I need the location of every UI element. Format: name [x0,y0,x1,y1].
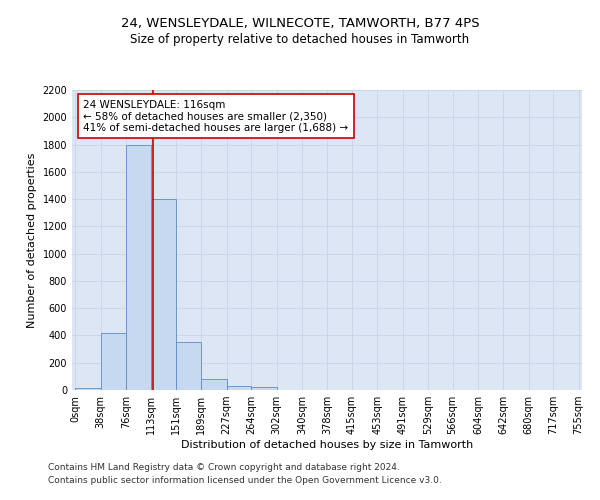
Bar [151,199,176,390]
Bar [227,386,251,390]
Bar [76,388,101,390]
Bar [202,379,227,390]
Text: 24 WENSLEYDALE: 116sqm
← 58% of detached houses are smaller (2,350)
41% of semi-: 24 WENSLEYDALE: 116sqm ← 58% of detached… [83,100,349,132]
Y-axis label: Number of detached properties: Number of detached properties [27,152,37,328]
Text: Contains public sector information licensed under the Open Government Licence v3: Contains public sector information licen… [48,476,442,485]
Bar [176,342,202,390]
Bar [251,388,277,390]
Text: 24, WENSLEYDALE, WILNECOTE, TAMWORTH, B77 4PS: 24, WENSLEYDALE, WILNECOTE, TAMWORTH, B7… [121,18,479,30]
X-axis label: Distribution of detached houses by size in Tamworth: Distribution of detached houses by size … [181,440,473,450]
Text: Size of property relative to detached houses in Tamworth: Size of property relative to detached ho… [130,32,470,46]
Bar [126,144,151,390]
Bar [101,332,126,390]
Text: Contains HM Land Registry data © Crown copyright and database right 2024.: Contains HM Land Registry data © Crown c… [48,464,400,472]
